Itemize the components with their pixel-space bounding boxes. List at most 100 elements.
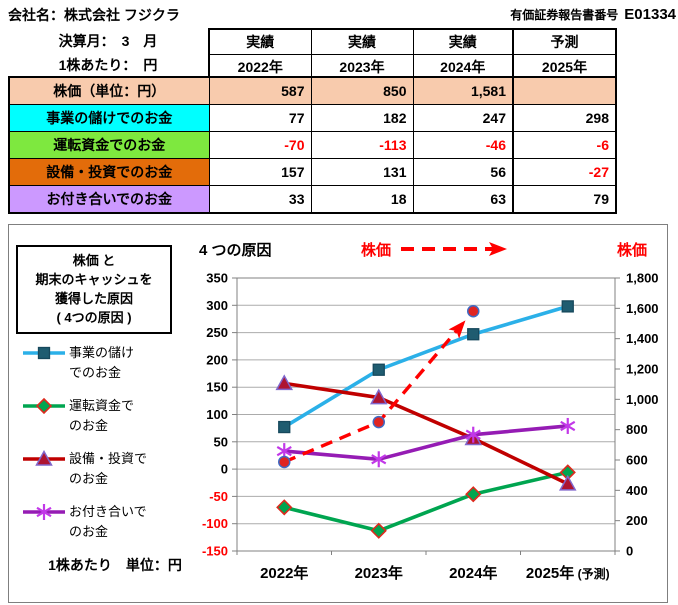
left-axis-tick-label: -50 bbox=[209, 489, 228, 504]
company-title: 会社名：株式会社 フジクラ bbox=[8, 7, 180, 23]
series-3 bbox=[276, 417, 576, 468]
legend-label: 設備・投資で のお金 bbox=[69, 449, 147, 489]
table-row-investment: 設備・投資でのお金 157 131 56 -27 bbox=[8, 158, 617, 186]
right-axis-tick-label: 1,800 bbox=[626, 271, 659, 286]
cell-wc-2024[interactable]: -46 bbox=[412, 131, 514, 159]
left-axis-tick-label: 0 bbox=[221, 462, 228, 477]
year-header-2023[interactable]: 2023年 bbox=[310, 54, 414, 80]
right-axis-tick-label: 400 bbox=[626, 483, 648, 498]
legend-item-working-capital: 運転資金で のお金 bbox=[21, 396, 206, 436]
legend-label: 運転資金で のお金 bbox=[69, 396, 134, 436]
x-axis-category-label: 2025年 (予測) bbox=[526, 564, 610, 582]
legend-label: 事業の儲け でのお金 bbox=[69, 343, 134, 383]
left-axis-tick-label: -150 bbox=[202, 544, 228, 559]
legend-swatch-triangle-icon bbox=[23, 450, 65, 466]
series-4 bbox=[278, 304, 480, 469]
cell-inv-2025[interactable]: -27 bbox=[512, 158, 617, 186]
legend-label-line: のお金 bbox=[69, 471, 109, 486]
row-label-operating-cash[interactable]: 事業の儲けでのお金 bbox=[8, 104, 210, 132]
cell-inv-2024[interactable]: 56 bbox=[412, 158, 514, 186]
chart-axes: 350 300 250 200 150 100 50 0 -50 -100 -150 0 200 400 6… bbox=[202, 271, 659, 583]
left-axis-tick-label: -100 bbox=[202, 516, 228, 531]
right-axis-tick-label: 1,000 bbox=[626, 392, 659, 407]
row-label-stock-price[interactable]: 株価（単位：円） bbox=[8, 76, 210, 105]
x-axis-category-label: 2023年 bbox=[355, 564, 403, 582]
left-axis-tick-label: 50 bbox=[214, 434, 228, 449]
year-header-table: 実績 実績 実績 予測 2022年 2023年 2024年 2025年 bbox=[208, 28, 617, 80]
fiscal-month-label: 決算月： 3 月 bbox=[58, 33, 158, 49]
cell-op-2024[interactable]: 247 bbox=[412, 104, 514, 132]
row-label-working-capital[interactable]: 運転資金でのお金 bbox=[8, 131, 210, 159]
report-label: 有価証券報告書番号 bbox=[510, 8, 619, 22]
table-row-stock-price: 株価（単位：円） 587 850 1,581 bbox=[8, 76, 617, 105]
cell-stock-2023[interactable]: 850 bbox=[310, 76, 414, 105]
legend-label: お付き合いで のお金 bbox=[69, 502, 147, 542]
chart-panel: 350 300 250 200 150 100 50 0 -50 -100 -150 0 200 400 6… bbox=[8, 224, 668, 603]
cell-wc-2022[interactable]: -70 bbox=[208, 131, 312, 159]
status-header-2023[interactable]: 実績 bbox=[310, 28, 414, 55]
stock-price-label: 株価 bbox=[361, 241, 391, 259]
year-header-2022[interactable]: 2022年 bbox=[208, 54, 312, 80]
left-axis-tick-label: 350 bbox=[206, 271, 228, 286]
right-axis-tick-label: 200 bbox=[626, 513, 648, 528]
legend-label-line: 運転資金で bbox=[69, 398, 135, 413]
right-axis-tick-label: 1,200 bbox=[626, 362, 659, 377]
right-axis-title: 株価 bbox=[617, 241, 647, 259]
left-axis-tick-label: 150 bbox=[206, 380, 228, 395]
legend-title-line: 期末のキャッシュを bbox=[35, 272, 153, 287]
series-1 bbox=[276, 464, 576, 539]
legend-swatch-diamond-icon bbox=[23, 397, 65, 415]
right-axis-tick-label: 1,400 bbox=[626, 331, 659, 346]
cell-op-2022[interactable]: 77 bbox=[208, 104, 312, 132]
year-header-row: 2022年 2023年 2024年 2025年 bbox=[208, 54, 617, 80]
cell-fin-2023[interactable]: 18 bbox=[310, 185, 414, 214]
cell-wc-2023[interactable]: -113 bbox=[310, 131, 414, 159]
cell-fin-2025[interactable]: 79 bbox=[512, 185, 617, 214]
right-axis-tick-label: 600 bbox=[626, 453, 648, 468]
cell-op-2023[interactable]: 182 bbox=[310, 104, 414, 132]
table-row-working-capital: 運転資金でのお金 -70 -113 -46 -6 bbox=[8, 131, 617, 159]
status-header-2022[interactable]: 実績 bbox=[208, 28, 312, 55]
left-axis-tick-label: 200 bbox=[206, 352, 228, 367]
cell-stock-2022[interactable]: 587 bbox=[208, 76, 312, 105]
cash-flow-table: 株価（単位：円） 587 850 1,581 事業の儲けでのお金 77 182 … bbox=[8, 76, 617, 214]
status-header-2025[interactable]: 予測 bbox=[512, 28, 617, 55]
legend-swatch-square-icon bbox=[23, 346, 65, 360]
per-share-unit-note: 1株あたり 単位：円 bbox=[48, 557, 182, 573]
cell-inv-2023[interactable]: 131 bbox=[310, 158, 414, 186]
x-axis-category-label: 2024年 bbox=[449, 564, 497, 582]
legend-title-line: 株価 と bbox=[72, 253, 116, 268]
legend-label-line: のお金 bbox=[69, 418, 109, 433]
legend-label-line: 設備・投資で bbox=[69, 451, 148, 466]
legend-title-box: 株価 と 期末のキャッシュを 獲得した原因 ( 4つの原因 ) bbox=[16, 245, 172, 334]
left-axis-tick-label: 300 bbox=[206, 298, 228, 313]
cell-wc-2025[interactable]: -6 bbox=[512, 131, 617, 159]
row-label-financing[interactable]: お付き合いでのお金 bbox=[8, 185, 210, 214]
right-axis-tick-label: 0 bbox=[626, 544, 633, 559]
report-number-box: 有価証券報告書番号 E01334 bbox=[510, 6, 676, 23]
line-chart: 350 300 250 200 150 100 50 0 -50 -100 -150 0 200 400 6… bbox=[199, 241, 659, 583]
legend-label-line: 事業の儲け bbox=[69, 345, 135, 360]
cell-fin-2024[interactable]: 63 bbox=[412, 185, 514, 214]
legend-item-investment: 設備・投資で のお金 bbox=[21, 449, 206, 489]
status-header-row: 実績 実績 実績 予測 bbox=[208, 28, 617, 55]
table-row-financing: お付き合いでのお金 33 18 63 79 bbox=[8, 185, 617, 214]
per-share-label: 1株あたり： 円 bbox=[58, 57, 158, 73]
legend-label-line: のお金 bbox=[69, 524, 109, 539]
cell-fin-2022[interactable]: 33 bbox=[208, 185, 312, 214]
left-axis-tick-label: 250 bbox=[206, 325, 228, 340]
year-header-2025[interactable]: 2025年 bbox=[512, 54, 617, 80]
legend-label-line: お付き合いで bbox=[69, 504, 147, 519]
cell-stock-2025[interactable] bbox=[512, 76, 617, 105]
cell-stock-2024[interactable]: 1,581 bbox=[412, 76, 514, 105]
cell-op-2025[interactable]: 298 bbox=[512, 104, 617, 132]
legend-item-financing: お付き合いで のお金 bbox=[21, 502, 206, 542]
legend-title-line: ( 4つの原因 ) bbox=[56, 310, 132, 325]
row-label-investment[interactable]: 設備・投資でのお金 bbox=[8, 158, 210, 186]
series-0 bbox=[278, 300, 574, 434]
right-axis-tick-label: 1,600 bbox=[626, 301, 659, 316]
cell-inv-2022[interactable]: 157 bbox=[208, 158, 312, 186]
legend-item-operating-cash: 事業の儲け でのお金 bbox=[21, 343, 206, 383]
status-header-2024[interactable]: 実績 bbox=[412, 28, 514, 55]
x-axis-category-label: 2022年 bbox=[260, 564, 308, 582]
